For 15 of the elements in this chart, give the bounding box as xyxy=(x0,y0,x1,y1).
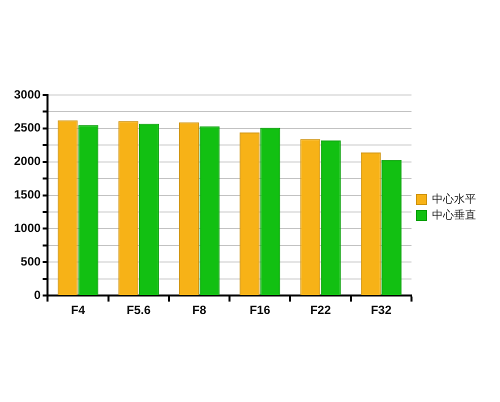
x-tick-label: F32 xyxy=(370,303,392,318)
x-tick-label: F4 xyxy=(71,303,86,318)
legend-label: 中心水平 xyxy=(432,192,476,206)
y-tick-label: 3000 xyxy=(14,87,42,102)
y-tick-label: 0 xyxy=(34,288,42,302)
y-tick-label: 500 xyxy=(20,254,42,268)
x-tick-label: F16 xyxy=(250,303,271,318)
legend-label: 中心垂直 xyxy=(432,208,476,222)
x-tick-label: F22 xyxy=(310,303,332,318)
y-tick-label: 1000 xyxy=(14,221,42,236)
y-tick-label: 2000 xyxy=(14,154,42,168)
y-tick-label: 2500 xyxy=(14,120,42,135)
y-tick-label: 1500 xyxy=(14,188,42,202)
x-tick-label: F8 xyxy=(192,303,207,318)
x-tick-label: F5.6 xyxy=(126,303,151,318)
